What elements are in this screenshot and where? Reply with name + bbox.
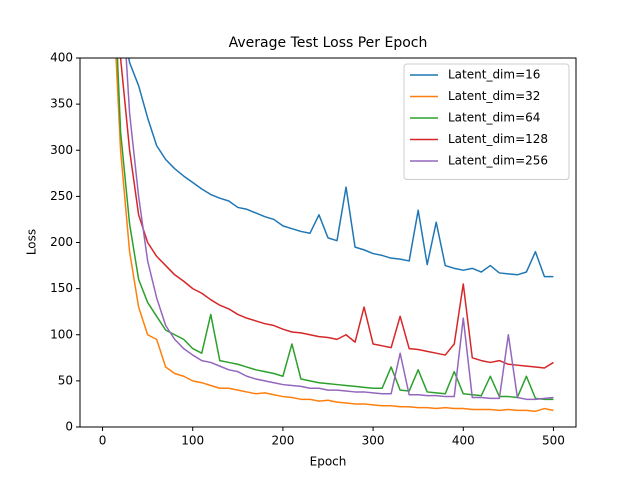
x-tick-label: 100 bbox=[181, 434, 204, 448]
legend-box bbox=[403, 63, 570, 180]
y-tick-label: 100 bbox=[50, 327, 73, 341]
y-tick-label: 50 bbox=[58, 373, 73, 387]
y-axis-label: Loss bbox=[25, 229, 39, 255]
x-tick-label: 0 bbox=[99, 434, 107, 448]
series-line bbox=[128, 58, 554, 278]
x-axis-label: Epoch bbox=[310, 455, 347, 469]
y-tick-label: 350 bbox=[50, 97, 73, 111]
series-line bbox=[119, 58, 554, 369]
x-tick-label: 200 bbox=[271, 434, 294, 448]
plot-area bbox=[115, 58, 554, 413]
chart-title: Average Test Loss Per Epoch bbox=[229, 35, 428, 51]
y-tick-label: 400 bbox=[50, 51, 73, 65]
legend-label: Latent_dim=32 bbox=[448, 89, 540, 103]
legend-label: Latent_dim=64 bbox=[448, 111, 540, 125]
y-tick-label: 300 bbox=[50, 143, 73, 157]
x-tick-label: 500 bbox=[542, 434, 565, 448]
series-line bbox=[115, 58, 554, 413]
x-tick-label: 400 bbox=[452, 434, 475, 448]
y-tick-label: 250 bbox=[50, 189, 73, 203]
y-tick-label: 200 bbox=[50, 235, 73, 249]
x-tick-label: 300 bbox=[362, 434, 385, 448]
y-tick-label: 0 bbox=[65, 420, 73, 434]
legend-label: Latent_dim=128 bbox=[448, 132, 548, 146]
y-tick-label: 150 bbox=[50, 281, 73, 295]
series-line bbox=[116, 58, 554, 401]
legend-label: Latent_dim=256 bbox=[448, 154, 548, 168]
legend: Latent_dim=16 Latent_dim=32 Latent_dim=64 L… bbox=[403, 63, 570, 180]
legend-label: Latent_dim=16 bbox=[448, 68, 540, 82]
series-line bbox=[125, 58, 554, 401]
